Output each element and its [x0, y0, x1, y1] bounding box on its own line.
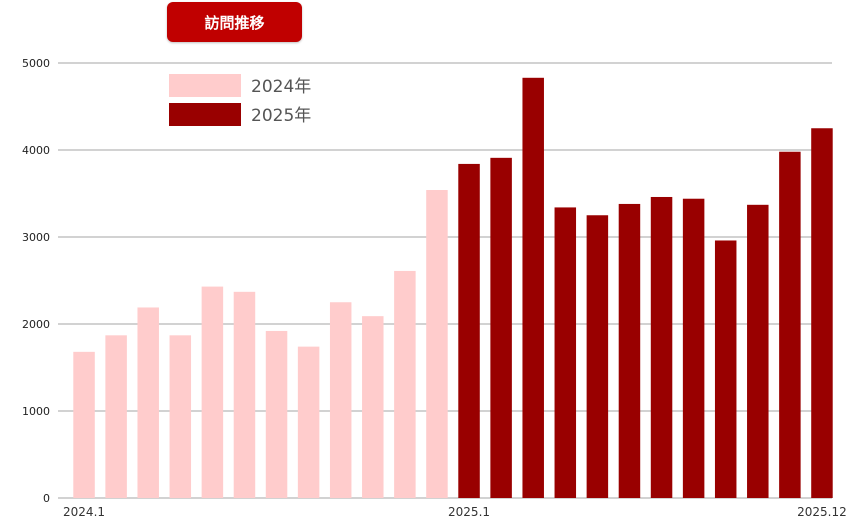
- x-tick-label: 2025.12: [797, 505, 847, 519]
- bar: [586, 215, 609, 498]
- bar: [265, 330, 288, 498]
- x-tick-label: 2024.1: [63, 505, 105, 519]
- bar: [714, 240, 737, 499]
- y-tick-label: 5000: [22, 57, 50, 70]
- legend: 2024年 2025年: [169, 74, 311, 126]
- chart-title: 訪問推移: [204, 13, 265, 32]
- bar: [329, 302, 352, 498]
- y-tick-label: 4000: [22, 144, 50, 157]
- bars: [73, 77, 833, 499]
- bar: [682, 198, 705, 498]
- bar: [747, 204, 769, 498]
- bar: [458, 163, 480, 499]
- bar: [554, 207, 577, 499]
- bar: [362, 316, 384, 498]
- bar: [426, 190, 448, 498]
- bar: [811, 128, 833, 498]
- bar: [233, 291, 256, 498]
- bar: [522, 77, 544, 498]
- legend-swatch: [169, 103, 241, 126]
- bar: [73, 351, 95, 498]
- bar: [105, 335, 127, 498]
- bar: [137, 307, 159, 498]
- bar: [394, 270, 416, 498]
- bar: [618, 203, 641, 498]
- y-tick-label: 0: [43, 492, 50, 505]
- y-tick-label: 2000: [22, 318, 50, 331]
- bar: [490, 157, 512, 498]
- legend-label: 2025年: [251, 106, 311, 126]
- bar: [169, 335, 192, 498]
- y-axis-ticks: 0 1000 2000 3000 4000 5000: [22, 57, 50, 505]
- bar: [297, 346, 320, 498]
- bar: [650, 196, 673, 499]
- bar: [779, 151, 801, 499]
- bar: [201, 286, 224, 498]
- legend-swatch: [169, 74, 241, 97]
- x-axis-ticks: 2024.1 2025.1 2025.12: [63, 505, 847, 519]
- x-tick-label: 2025.1: [448, 505, 490, 519]
- chart-title-badge: 訪問推移: [167, 2, 302, 42]
- legend-label: 2024年: [251, 77, 311, 97]
- y-tick-label: 3000: [22, 231, 50, 244]
- y-tick-label: 1000: [22, 405, 50, 418]
